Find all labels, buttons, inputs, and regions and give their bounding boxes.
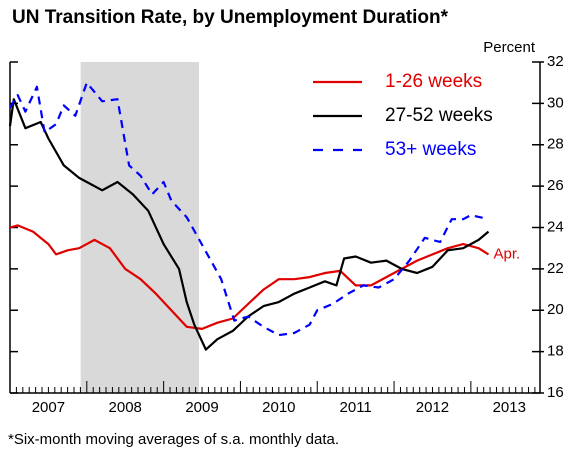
legend-label: 53+ weeks xyxy=(385,139,476,160)
x-tick-label: 2010 xyxy=(262,399,295,416)
x-tick-label: 2009 xyxy=(185,399,218,416)
y-tick-label: 32 xyxy=(547,53,564,70)
y-tick-label: 22 xyxy=(547,260,564,277)
x-tick-label: 2013 xyxy=(493,399,526,416)
x-tick-label: 2012 xyxy=(416,399,449,416)
y-tick-label: 20 xyxy=(547,301,564,318)
chart-title: UN Transition Rate, by Unemployment Dura… xyxy=(12,7,449,28)
legend-label: 1-26 weeks xyxy=(385,71,482,92)
series-line xyxy=(9,81,489,337)
y-tick-label: 26 xyxy=(547,177,564,194)
annotation: Apr. xyxy=(494,245,521,262)
y-tick-label: 30 xyxy=(547,94,564,111)
legend-label: 27-52 weeks xyxy=(385,105,493,126)
recession-shade xyxy=(80,62,199,393)
x-tick-label: 2011 xyxy=(340,399,372,416)
footnote: *Six-month moving averages of s.a. month… xyxy=(8,431,339,448)
y-tick-label: 16 xyxy=(547,384,564,401)
y-tick-label: 28 xyxy=(547,136,564,153)
series-line xyxy=(9,224,490,330)
x-tick-label: 2007 xyxy=(32,399,65,416)
y-tick-label: 18 xyxy=(547,343,564,360)
y-axis-label: Percent xyxy=(483,39,536,56)
x-tick-label: 2008 xyxy=(109,399,142,416)
y-tick-label: 24 xyxy=(547,218,564,235)
